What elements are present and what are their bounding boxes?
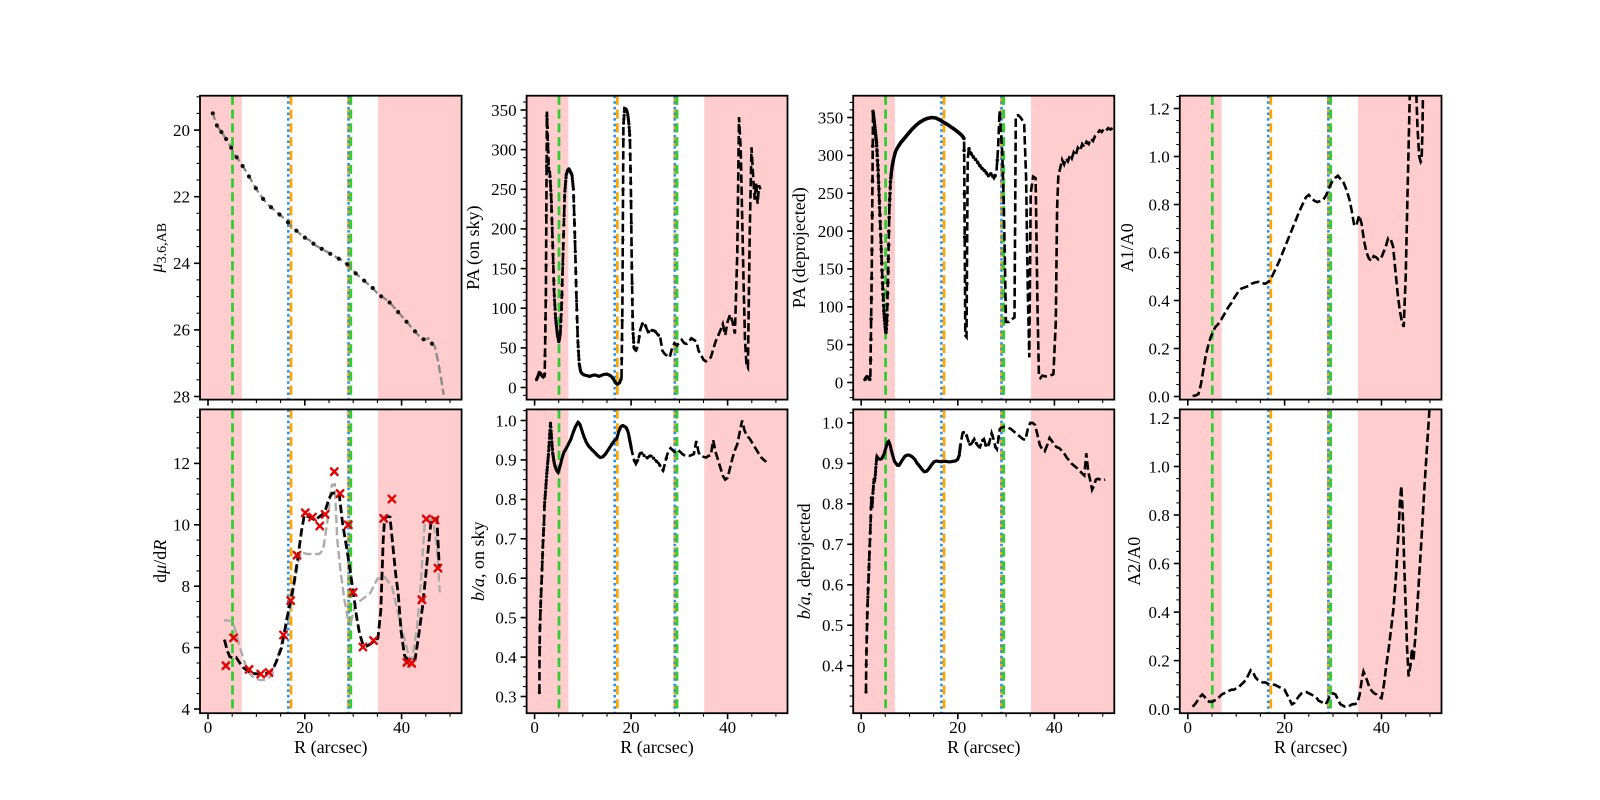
svg-text:0.2: 0.2	[1149, 651, 1170, 670]
svg-text:0.4: 0.4	[1149, 291, 1171, 310]
svg-text:20: 20	[173, 121, 190, 140]
svg-text:1.0: 1.0	[1149, 457, 1170, 476]
svg-text:0.4: 0.4	[495, 648, 517, 667]
svg-text:0.8: 0.8	[1149, 506, 1170, 525]
svg-text:12: 12	[173, 454, 190, 473]
svg-text:250: 250	[818, 184, 844, 203]
svg-text:0.0: 0.0	[1149, 700, 1170, 719]
svg-text:0: 0	[1184, 718, 1193, 737]
svg-text:50: 50	[826, 335, 843, 354]
svg-text:20: 20	[1276, 718, 1293, 737]
svg-text:4: 4	[182, 700, 191, 719]
svg-text:350: 350	[818, 108, 844, 127]
svg-text:μ3.6,AB: μ3.6,AB	[146, 223, 170, 274]
svg-text:0.2: 0.2	[1149, 339, 1170, 358]
svg-text:0.6: 0.6	[822, 576, 843, 595]
svg-text:0.0: 0.0	[1149, 387, 1170, 406]
svg-text:1.2: 1.2	[1149, 409, 1170, 428]
svg-text:0.8: 0.8	[495, 490, 516, 509]
svg-text:22: 22	[173, 188, 190, 207]
svg-text:20: 20	[623, 718, 640, 737]
svg-text:0.9: 0.9	[495, 451, 516, 470]
svg-text:40: 40	[1046, 718, 1063, 737]
svg-text:A2/A0: A2/A0	[1124, 537, 1144, 586]
svg-text:250: 250	[491, 180, 517, 199]
svg-text:A1/A0: A1/A0	[1117, 223, 1137, 272]
svg-text:1.0: 1.0	[1149, 147, 1170, 166]
svg-text:1.0: 1.0	[822, 414, 843, 433]
svg-text:PA (on sky): PA (on sky)	[463, 206, 484, 290]
svg-text:20: 20	[949, 718, 966, 737]
svg-text:0.7: 0.7	[822, 535, 844, 554]
svg-text:8: 8	[182, 577, 191, 596]
svg-text:1.0: 1.0	[495, 411, 516, 430]
svg-text:b/a, deprojected: b/a, deprojected	[794, 503, 814, 619]
svg-text:0: 0	[530, 718, 539, 737]
svg-text:0: 0	[508, 378, 517, 397]
svg-text:200: 200	[491, 220, 517, 239]
svg-text:0.8: 0.8	[822, 495, 843, 514]
svg-text:R (arcsec): R (arcsec)	[1274, 737, 1347, 758]
svg-text:0.3: 0.3	[495, 687, 516, 706]
svg-text:20: 20	[296, 718, 313, 737]
svg-text:100: 100	[491, 299, 517, 318]
svg-text:300: 300	[491, 140, 517, 159]
svg-text:150: 150	[818, 260, 844, 279]
svg-text:200: 200	[818, 222, 844, 241]
svg-text:0.6: 0.6	[1149, 243, 1170, 262]
svg-text:b/a, on sky: b/a, on sky	[468, 522, 488, 602]
svg-text:0.6: 0.6	[495, 569, 516, 588]
svg-text:0.4: 0.4	[822, 657, 844, 676]
svg-text:0.6: 0.6	[1149, 554, 1170, 573]
svg-text:R (arcsec): R (arcsec)	[947, 737, 1020, 758]
svg-text:50: 50	[500, 339, 517, 358]
svg-text:40: 40	[1373, 718, 1390, 737]
svg-text:350: 350	[491, 101, 517, 120]
svg-text:dμ/dR: dμ/dR	[150, 540, 170, 583]
svg-text:0: 0	[835, 373, 844, 392]
svg-text:R (arcsec): R (arcsec)	[620, 737, 693, 758]
svg-text:0: 0	[857, 718, 866, 737]
svg-text:0.9: 0.9	[822, 454, 843, 473]
svg-text:26: 26	[173, 321, 190, 340]
svg-text:R (arcsec): R (arcsec)	[294, 737, 367, 758]
svg-text:0.4: 0.4	[1149, 603, 1171, 622]
svg-text:6: 6	[182, 638, 191, 657]
svg-text:10: 10	[173, 516, 190, 535]
svg-text:PA (deprojected): PA (deprojected)	[789, 187, 810, 308]
svg-text:40: 40	[393, 718, 410, 737]
svg-text:1.2: 1.2	[1149, 99, 1170, 118]
svg-text:0.5: 0.5	[822, 616, 843, 635]
svg-text:300: 300	[818, 146, 844, 165]
svg-text:0.8: 0.8	[1149, 195, 1170, 214]
svg-text:28: 28	[173, 387, 190, 406]
svg-text:40: 40	[719, 718, 736, 737]
svg-text:150: 150	[491, 259, 517, 278]
svg-text:100: 100	[818, 298, 844, 317]
svg-text:0.5: 0.5	[495, 608, 516, 627]
svg-text:0: 0	[204, 718, 213, 737]
svg-text:0.7: 0.7	[495, 530, 517, 549]
svg-text:24: 24	[173, 254, 191, 273]
